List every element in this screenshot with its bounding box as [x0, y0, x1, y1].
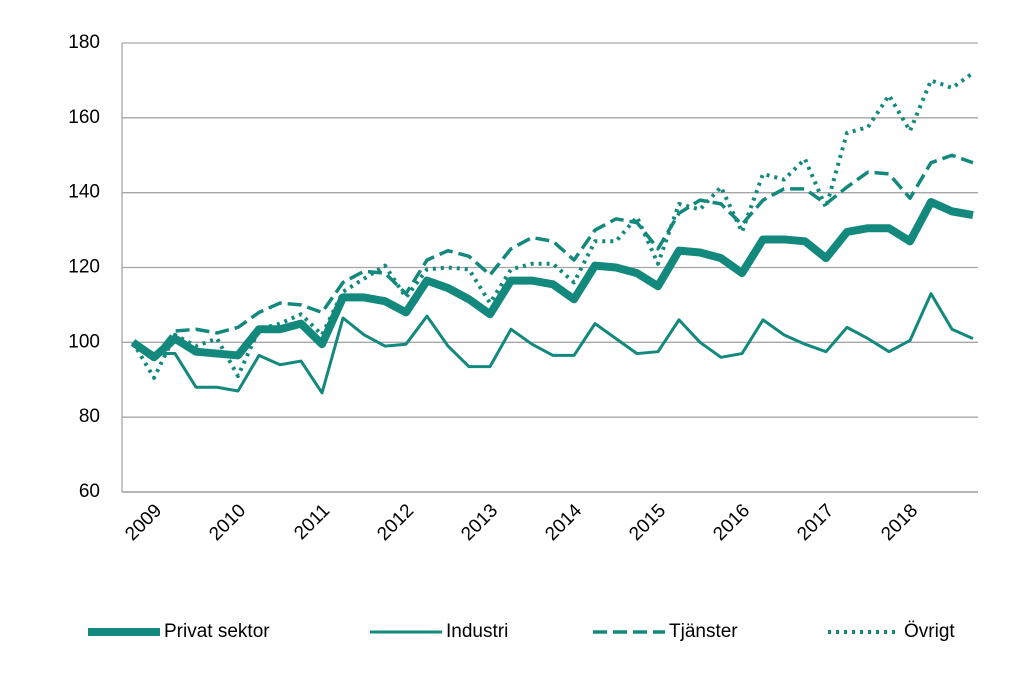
x-tick-label: 2009 — [121, 500, 166, 545]
y-tick-label: 180 — [68, 32, 100, 53]
x-tick-label: 2013 — [457, 500, 502, 545]
legend-label: Industri — [446, 621, 508, 642]
y-tick-label: 120 — [68, 257, 100, 278]
y-tick-label: 100 — [68, 331, 100, 352]
series-line — [131, 153, 974, 360]
y-tick-label: 140 — [68, 182, 100, 203]
x-tick-label: 2017 — [793, 500, 838, 545]
x-tick-label: 2011 — [290, 500, 334, 544]
x-tick-label: 2018 — [877, 500, 922, 545]
x-tick-label: 2014 — [541, 500, 586, 545]
series-line — [132, 292, 974, 395]
y-tick-label: 80 — [79, 406, 100, 427]
y-tick-label: 60 — [79, 481, 100, 502]
legend-label: Övrigt — [904, 621, 955, 642]
y-tick-label: 160 — [68, 107, 100, 128]
x-tick-label: 2010 — [205, 500, 250, 545]
x-tick-label: 2015 — [625, 500, 670, 545]
x-tick-label: 2012 — [373, 500, 418, 545]
x-tick-label: 2016 — [709, 500, 754, 545]
legend-label: Tjänster — [669, 621, 738, 642]
legend-label: Privat sektor — [164, 621, 270, 642]
series-line — [130, 198, 974, 362]
